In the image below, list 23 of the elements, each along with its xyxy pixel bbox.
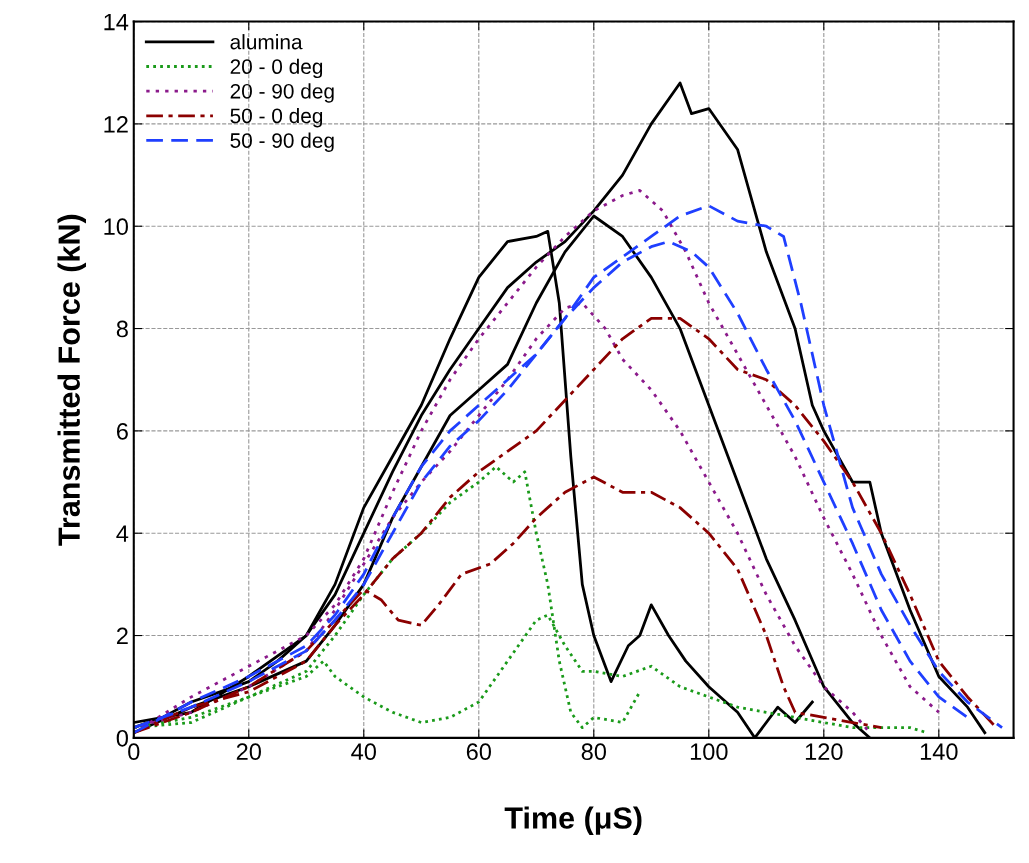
x-tick-label: 100 xyxy=(690,743,728,761)
legend-label: 50 - 90 deg xyxy=(230,132,334,153)
y-tick-label: 2 xyxy=(116,627,128,645)
y-tick-label: 14 xyxy=(104,13,129,31)
x-tick-label: 40 xyxy=(351,743,376,761)
y-tick-label: 6 xyxy=(116,422,128,440)
x-tick-label: 0 xyxy=(128,743,140,761)
y-tick-label: 0 xyxy=(116,729,128,747)
x-tick-label: 120 xyxy=(805,743,843,761)
y-tick-label: 4 xyxy=(116,525,129,542)
x-tick-label: 140 xyxy=(920,743,958,761)
legend-label: 50 - 0 deg xyxy=(230,107,323,128)
x-tick-label: 80 xyxy=(581,743,606,761)
x-axis-title: Time (μS) xyxy=(504,806,642,835)
legend-label: 20 - 90 deg xyxy=(230,83,334,103)
x-tick-label: 60 xyxy=(466,743,491,761)
x-tick-label: 20 xyxy=(236,743,261,761)
y-tick-label: 10 xyxy=(104,218,128,236)
y-tick-label: 8 xyxy=(116,320,128,338)
y-axis-title: Transmitted Force (kN) xyxy=(57,214,86,546)
legend-label: 20 - 0 deg xyxy=(230,58,323,79)
y-tick-label: 12 xyxy=(104,115,128,133)
legend-label: alumina xyxy=(230,34,303,50)
